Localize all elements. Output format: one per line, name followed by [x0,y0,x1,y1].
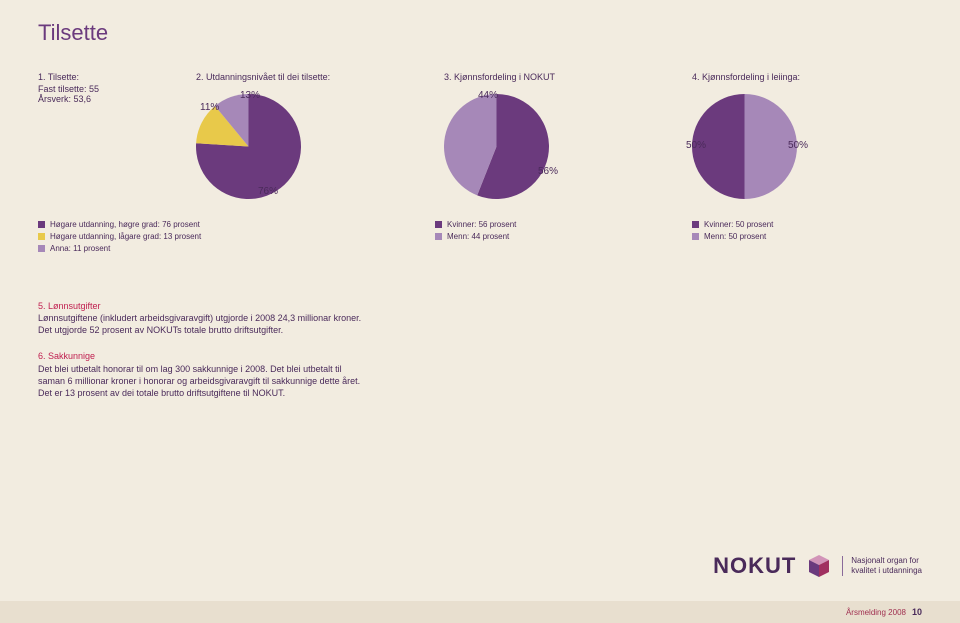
page-title: Tilsette [38,20,108,46]
chart-heading: 1. Tilsette: [38,72,178,82]
legend-column: Høgare utdanning, høgre grad: 76 prosent… [38,220,408,253]
pie-percent-label: 76% [258,186,278,197]
logo-sub-line2: kvalitet i utdanninga [851,566,922,576]
pie-percent-label: 50% [686,140,706,151]
pie-slot: 50%50% [692,84,922,199]
chart-heading: 3. Kjønnsfordeling i NOKUT [444,72,674,82]
charts-row: 1. Tilsette: Fast tilsette: 55Årsverk: 5… [38,72,922,199]
chart-block: 2. Utdanningsnivået til dei tilsette: 76… [196,72,426,199]
chart-block: 3. Kjønnsfordeling i NOKUT 56% 44% [444,72,674,199]
legend-item: Menn: 50 prosent [692,232,922,241]
logo-sub-line1: Nasjonalt organ for [851,556,922,566]
legend-text: Anna: 11 prosent [50,244,110,253]
chart-block: 1. Tilsette: Fast tilsette: 55Årsverk: 5… [38,72,178,199]
text-block-title: 5. Lønnsutgifter [38,301,101,311]
legend-item: Høgare utdanning, lågare grad: 13 prosen… [38,232,408,241]
logo-cube-icon [806,553,832,579]
legend-column: Kvinner: 50 prosent Menn: 50 prosent [692,220,922,253]
chart-sub: Fast tilsette: 55 [38,84,178,94]
legend-item: Kvinner: 50 prosent [692,220,922,229]
pie-slot: 76% 13% 11% [196,84,426,199]
legend-text: Høgare utdanning, høgre grad: 76 prosent [50,220,200,229]
pie-percent-label: 56% [538,166,558,177]
footer-label: Årsmelding 2008 [846,608,906,617]
footer-page-number: 10 [912,607,922,617]
legend-item: Kvinner: 56 prosent [435,220,665,229]
logo: NOKUT Nasjonalt organ for kvalitet i utd… [713,553,922,579]
pie-percent-label: 50% [788,140,808,151]
logo-text: NOKUT [713,553,796,579]
text-block-body: Lønnsutgiftene (inkludert arbeidsgivarav… [38,313,361,335]
pie-percent-label: 13% [240,90,260,101]
legend-swatch [435,233,442,240]
pie-chart: 76%13%11% [196,94,301,199]
text-block-title: 6. Sakkunnige [38,351,95,361]
legend-column: Kvinner: 56 prosent Menn: 44 prosent [435,220,665,253]
legend-text: Menn: 50 prosent [704,232,766,241]
text-blocks: 5. Lønnsutgifter Lønnsutgiftene (inklude… [38,300,368,413]
logo-subtitle: Nasjonalt organ for kvalitet i utdanning… [842,556,922,575]
legend-swatch [692,233,699,240]
legend-swatch [435,221,442,228]
text-block: 6. Sakkunnige Det blei utbetalt honorar … [38,350,368,399]
footer: Årsmelding 2008 10 [0,601,960,623]
legend-text: Kvinner: 56 prosent [447,220,516,229]
legend-text: Menn: 44 prosent [447,232,509,241]
legend-swatch [692,221,699,228]
pie-chart: 50%50% [692,94,797,199]
legend-swatch [38,233,45,240]
legend-swatch [38,221,45,228]
pie-slot: 56% 44% [444,84,674,199]
legend-text: Kvinner: 50 prosent [704,220,773,229]
text-block-body: Det blei utbetalt honorar til om lag 300… [38,364,360,398]
legend-item: Menn: 44 prosent [435,232,665,241]
chart-sub: Årsverk: 53,6 [38,94,178,104]
pie-percent-label: 11% [200,102,219,113]
legend-item: Anna: 11 prosent [38,244,408,253]
text-block: 5. Lønnsutgifter Lønnsutgiftene (inklude… [38,300,368,336]
legends-row: Høgare utdanning, høgre grad: 76 prosent… [38,220,922,253]
legend-swatch [38,245,45,252]
legend-item: Høgare utdanning, høgre grad: 76 prosent [38,220,408,229]
chart-block: 4. Kjønnsfordeling i leiinga: 50%50% [692,72,922,199]
chart-heading: 4. Kjønnsfordeling i leiinga: [692,72,922,82]
legend-text: Høgare utdanning, lågare grad: 13 prosen… [50,232,201,241]
pie-percent-label: 44% [478,90,498,101]
pie-chart: 56%44% [444,94,549,199]
chart-heading: 2. Utdanningsnivået til dei tilsette: [196,72,426,82]
